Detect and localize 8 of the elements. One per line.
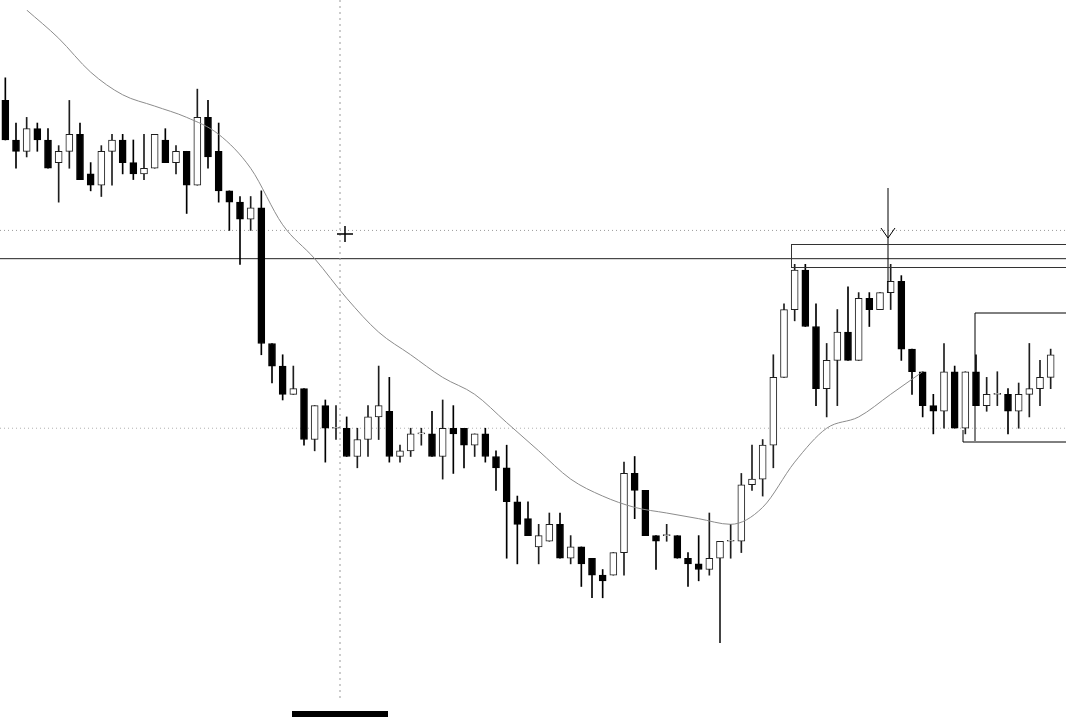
candlestick	[748, 444, 756, 491]
candlestick	[684, 552, 692, 587]
candlestick	[332, 405, 340, 440]
candlestick	[716, 540, 724, 643]
candlestick	[652, 535, 660, 570]
candlestick	[236, 196, 244, 265]
candlestick	[140, 134, 148, 180]
candlestick	[108, 134, 116, 186]
